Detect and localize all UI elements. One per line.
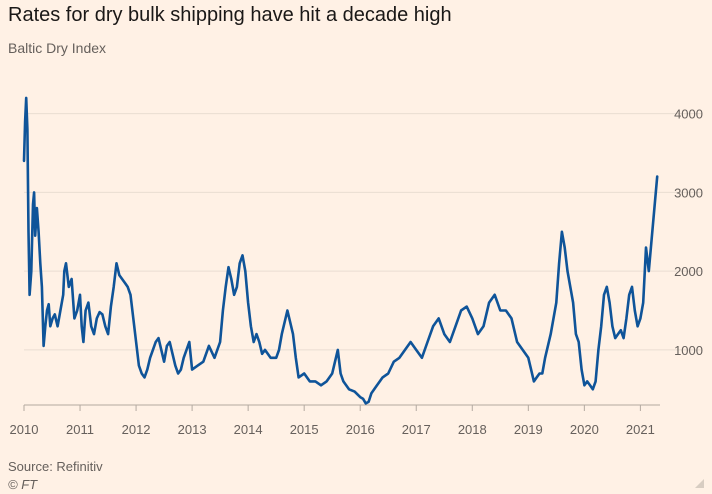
x-tick-label: 2018 bbox=[458, 422, 487, 437]
chart-subtitle: Baltic Dry Index bbox=[8, 40, 107, 56]
x-tick-label: 2016 bbox=[346, 422, 375, 437]
chart-title: Rates for dry bulk shipping have hit a d… bbox=[8, 4, 452, 26]
y-tick-label: 4000 bbox=[674, 107, 703, 122]
x-tick-label: 2013 bbox=[178, 422, 207, 437]
axis-layer bbox=[23, 404, 660, 411]
y-tick-label: 3000 bbox=[674, 185, 703, 200]
x-tick-label: 2020 bbox=[570, 422, 599, 437]
ft-credit: © FT bbox=[8, 477, 38, 492]
source-note: Source: Refinitiv bbox=[8, 459, 103, 474]
x-tick-label: 2011 bbox=[66, 422, 94, 437]
x-tick-label: 2012 bbox=[122, 422, 151, 437]
label-layer: 1000 2000 3000 4000 2010 2011 2012 2013 2014 2015… bbox=[10, 107, 703, 437]
y-tick-label: 1000 bbox=[674, 343, 703, 358]
bdi-series-line bbox=[22, 96, 659, 405]
x-tick-label: 2010 bbox=[10, 422, 39, 437]
x-tick-label: 2019 bbox=[514, 422, 543, 437]
y-tick-label: 2000 bbox=[674, 264, 703, 279]
x-tick-label: 2014 bbox=[234, 422, 263, 437]
grid-layer bbox=[24, 113, 702, 351]
corner-mark bbox=[695, 479, 704, 488]
x-tick-label: 2015 bbox=[290, 422, 319, 437]
x-tick-label: 2017 bbox=[402, 422, 431, 437]
x-tick-label: 2021 bbox=[626, 422, 655, 437]
series-layer bbox=[22, 96, 659, 405]
